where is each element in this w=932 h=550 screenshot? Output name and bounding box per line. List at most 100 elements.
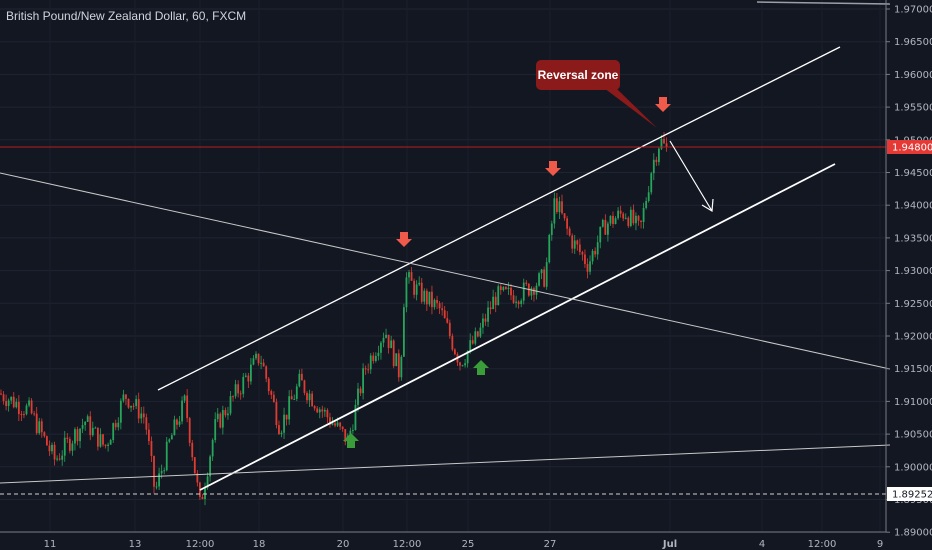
- candle: [119, 398, 122, 430]
- candle: [538, 271, 540, 287]
- candle: [612, 211, 614, 228]
- candle: [658, 147, 660, 166]
- candle: [561, 194, 563, 215]
- trendlines[interactable]: [0, 1, 891, 495]
- candle: [609, 215, 612, 226]
- candle: [260, 355, 262, 370]
- time-tick-label: 4: [759, 539, 765, 550]
- candle: [66, 433, 69, 443]
- candle: [178, 416, 181, 427]
- candle: [74, 427, 76, 451]
- projection-arrow-line: [669, 140, 713, 212]
- candle: [153, 455, 155, 494]
- candle: [607, 221, 609, 242]
- candle: [614, 216, 617, 225]
- candle: [130, 405, 132, 412]
- candle: [81, 418, 84, 433]
- price-axis: 1.970001.965001.960001.955001.950001.945…: [885, 0, 932, 539]
- candle: [109, 438, 112, 445]
- candle: [367, 363, 370, 374]
- candle: [114, 419, 117, 431]
- candle: [165, 436, 168, 472]
- candle: [35, 406, 38, 435]
- candle: [548, 233, 551, 264]
- candle: [270, 389, 273, 400]
- candle: [229, 391, 232, 416]
- candle: [352, 424, 354, 434]
- candle: [183, 394, 186, 404]
- candle: [176, 418, 178, 430]
- candle: [193, 456, 196, 474]
- candle: [362, 363, 364, 400]
- candle: [454, 348, 456, 356]
- candle: [563, 213, 566, 221]
- candle: [622, 211, 625, 222]
- candle: [43, 431, 46, 438]
- candle: [140, 406, 143, 424]
- candle: [545, 257, 548, 290]
- candle: [553, 192, 556, 229]
- candle: [56, 455, 58, 462]
- candle: [505, 285, 507, 290]
- candle: [637, 214, 640, 226]
- channel-lower-line[interactable]: [199, 163, 836, 491]
- candle: [543, 266, 546, 288]
- candle: [76, 426, 79, 446]
- candle: [173, 415, 176, 436]
- candle: [502, 286, 505, 292]
- channel-upper-line[interactable]: [157, 46, 841, 391]
- candle: [448, 319, 451, 339]
- candle: [586, 258, 589, 279]
- candle: [51, 442, 53, 455]
- candle: [619, 205, 622, 218]
- candle: [374, 352, 377, 363]
- candle: [581, 250, 584, 261]
- candle: [247, 372, 250, 389]
- support-trendline[interactable]: [0, 444, 891, 484]
- candle: [525, 280, 528, 286]
- candle: [601, 218, 604, 228]
- svg-text:1.89252: 1.89252: [892, 490, 932, 501]
- candle: [252, 355, 255, 366]
- candle: [660, 135, 663, 150]
- candle: [647, 186, 650, 203]
- candle: [530, 286, 533, 300]
- descending-trendline[interactable]: [0, 172, 891, 370]
- candle: [339, 421, 342, 430]
- price-tick-label: 1.91500: [894, 364, 932, 375]
- candle: [311, 391, 313, 407]
- price-tick-label: 1.91000: [894, 397, 932, 408]
- candle: [431, 285, 433, 315]
- candle: [86, 414, 89, 423]
- chart-title: British Pound/New Zealand Dollar, 60, FX…: [6, 9, 247, 23]
- candle: [145, 413, 148, 435]
- candle: [400, 354, 403, 381]
- price-tick-label: 1.92000: [894, 332, 932, 343]
- candle: [443, 305, 446, 319]
- candle: [550, 220, 553, 241]
- time-tick-label: 12:00: [393, 539, 422, 550]
- candle: [127, 398, 130, 409]
- candle: [122, 389, 125, 403]
- candle: [359, 386, 362, 396]
- candle: [418, 276, 421, 287]
- candle: [313, 405, 316, 411]
- top-right-line[interactable]: [756, 1, 891, 5]
- candle: [471, 335, 474, 345]
- candle: [420, 277, 423, 304]
- candle: [576, 239, 579, 251]
- candle: [566, 215, 568, 235]
- candle: [321, 405, 324, 418]
- candle: [663, 132, 665, 144]
- candle: [30, 398, 33, 415]
- candle: [364, 365, 367, 375]
- candle: [63, 431, 66, 462]
- candle: [267, 376, 270, 395]
- candle: [387, 334, 390, 354]
- candle: [186, 389, 189, 423]
- candle: [290, 389, 293, 400]
- candle: [170, 432, 173, 440]
- price-tick-label: 1.94500: [894, 168, 932, 179]
- candle: [168, 438, 171, 444]
